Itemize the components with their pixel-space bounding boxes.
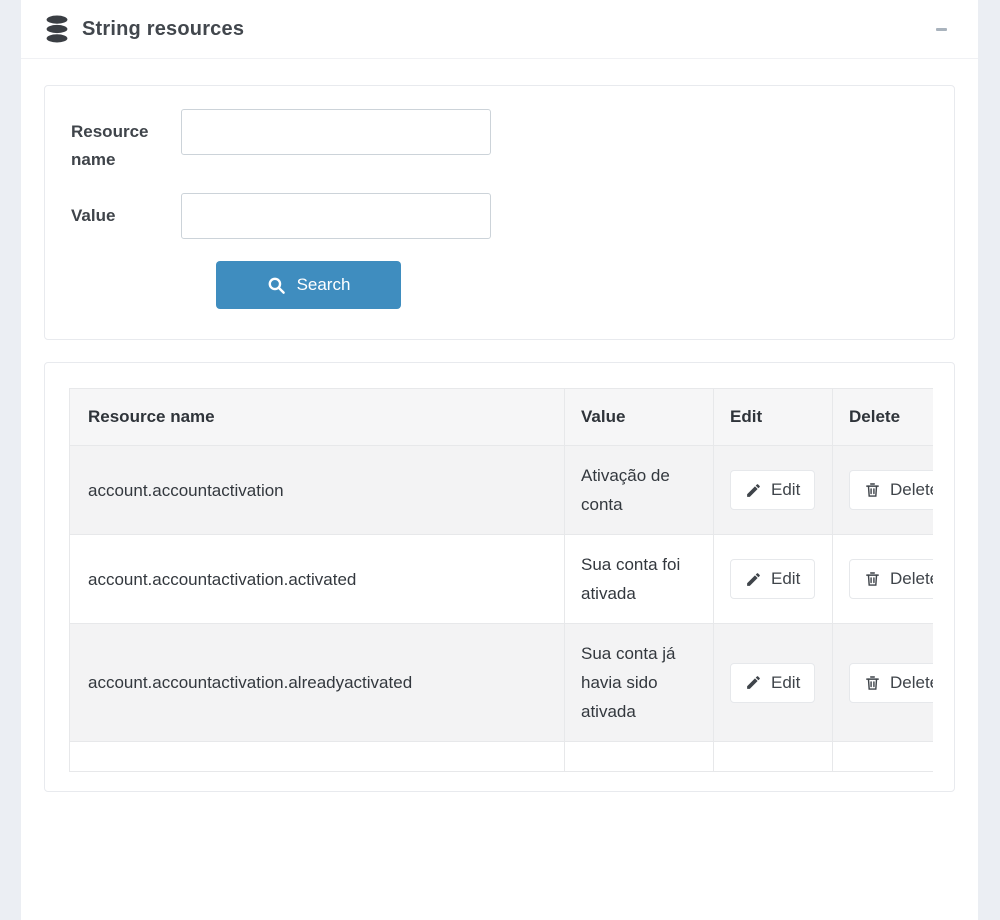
trash-icon — [864, 674, 881, 692]
trash-icon — [864, 481, 881, 499]
edit-button[interactable]: Edit — [730, 662, 816, 703]
value-label: Value — [71, 206, 116, 225]
table-header-row: Resource name Value Edit Delete — [69, 388, 933, 446]
trash-icon — [864, 570, 881, 588]
string-resources-table: Resource name Value Edit Delete account.… — [69, 388, 933, 772]
search-form-card: Resource name Value Search — [44, 85, 955, 340]
resource-name-label: Resource name — [71, 122, 149, 169]
table-scroll-area: Resource name Value Edit Delete account.… — [69, 388, 933, 772]
value-cell: Sua conta já havia sido ativada — [564, 623, 714, 742]
table-row: account.accountactivation Ativação de co… — [69, 445, 933, 535]
delete-button[interactable]: Delete — [849, 662, 933, 703]
pencil-icon — [745, 482, 762, 499]
page-title: String resources — [82, 17, 245, 40]
search-icon — [267, 276, 286, 295]
value-input[interactable] — [181, 193, 491, 239]
search-button-label: Search — [296, 275, 351, 294]
column-header-value: Value — [564, 388, 714, 446]
table-row: account.accountactivation.alreadyactivat… — [69, 623, 933, 742]
edit-button[interactable]: Edit — [730, 470, 816, 510]
edit-button[interactable]: Edit — [730, 559, 816, 599]
portlet-header: String resources — [21, 0, 978, 59]
form-row-value: Value — [71, 193, 954, 239]
value-cell: Sua conta foi ativada — [564, 534, 714, 624]
database-icon — [45, 15, 69, 43]
column-header-resource-name: Resource name — [69, 388, 565, 446]
form-row-resource-name: Resource name — [71, 109, 954, 174]
search-button[interactable]: Search — [216, 261, 401, 309]
resource-name-cell: account.accountactivation — [69, 445, 565, 535]
pencil-icon — [745, 674, 762, 691]
resource-name-cell: account.accountactivation.activated — [69, 534, 565, 624]
resource-name-cell: account.accountactivation.alreadyactivat… — [69, 623, 565, 742]
portlet-body: Resource name Value Search — [21, 59, 978, 792]
collapse-icon[interactable] — [934, 22, 948, 36]
string-resources-portlet: String resources Resource name Value — [21, 0, 978, 920]
column-header-delete: Delete — [832, 388, 933, 446]
resource-name-input[interactable] — [181, 109, 491, 155]
value-cell: Ativação de conta — [564, 445, 714, 535]
delete-button[interactable]: Delete — [849, 470, 933, 510]
delete-button[interactable]: Delete — [849, 559, 933, 599]
column-header-edit: Edit — [713, 388, 833, 446]
table-row-partial — [69, 741, 933, 772]
pencil-icon — [745, 571, 762, 588]
table-row: account.accountactivation.activated Sua … — [69, 534, 933, 624]
results-table-card: Resource name Value Edit Delete account.… — [44, 362, 955, 792]
